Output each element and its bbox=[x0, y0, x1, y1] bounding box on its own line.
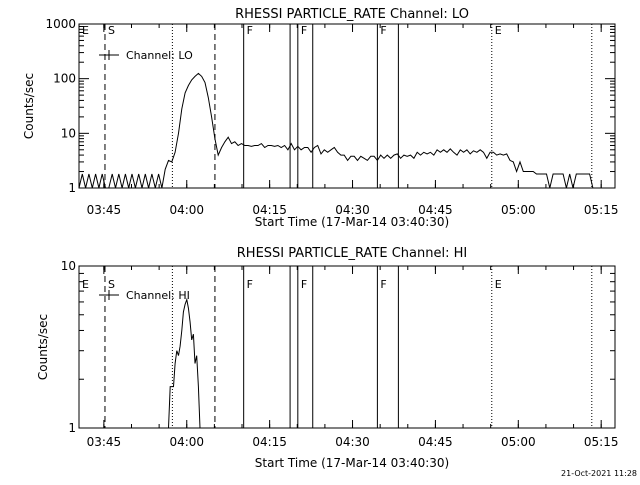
x-tick-label: 05:15 bbox=[584, 435, 619, 449]
flag-letter: E bbox=[82, 278, 89, 291]
x-tick-label: 03:45 bbox=[87, 435, 122, 449]
plot-frame bbox=[78, 23, 616, 189]
x-tick-label: 05:00 bbox=[501, 203, 536, 217]
legend-entry: Channel: LO bbox=[126, 49, 193, 62]
y-tick-label: 10 bbox=[61, 126, 76, 140]
x-axis-label: Start Time (17-Mar-14 03:40:30) bbox=[255, 215, 449, 229]
flag-letter: E bbox=[495, 278, 502, 291]
flag-letter: E bbox=[495, 24, 502, 37]
chart-title: RHESSI PARTICLE_RATE Channel: LO bbox=[235, 7, 469, 22]
flag-letter: S bbox=[108, 24, 115, 37]
x-tick-label: 05:00 bbox=[501, 435, 536, 449]
y-axis-label: Counts/sec bbox=[22, 73, 36, 139]
x-tick-label: 04:30 bbox=[335, 435, 370, 449]
y-axis-label: Counts/sec bbox=[36, 314, 50, 380]
chart-title: RHESSI PARTICLE_RATE Channel: HI bbox=[237, 246, 467, 261]
flag-letter: F bbox=[380, 278, 386, 291]
hi-channel-panel: RHESSI PARTICLE_RATE Channel: HI 03:45 04:… bbox=[36, 246, 618, 470]
x-tick-label: 04:00 bbox=[169, 203, 204, 217]
plot-frame bbox=[78, 265, 616, 429]
y-tick-label: 1 bbox=[68, 181, 76, 195]
series-line-hi bbox=[168, 297, 201, 429]
flag-letter: F bbox=[301, 278, 307, 291]
y-tick-label: 1000 bbox=[45, 17, 76, 31]
y-tick-label: 1 bbox=[68, 421, 76, 435]
flag-letter: E bbox=[82, 24, 89, 37]
y-tick-label: 100 bbox=[53, 72, 76, 86]
flag-letter: F bbox=[380, 24, 386, 37]
flag-letter: F bbox=[301, 24, 307, 37]
flag-letter: F bbox=[247, 24, 253, 37]
y-tick-label: 10 bbox=[61, 259, 76, 273]
series-line-lo bbox=[78, 72, 594, 189]
x-tick-label: 04:30 bbox=[335, 203, 370, 217]
lo-channel-panel: RHESSI PARTICLE_RATE Channel: LO 03:45 04:… bbox=[22, 7, 618, 229]
flag-letter: F bbox=[247, 278, 253, 291]
x-tick-label: 04:15 bbox=[252, 435, 287, 449]
x-tick-label: 04:15 bbox=[252, 203, 287, 217]
x-tick-label: 04:45 bbox=[418, 435, 453, 449]
x-tick-label: 05:15 bbox=[584, 203, 619, 217]
date-stamp: 21-Oct-2021 11:28 bbox=[561, 469, 637, 478]
x-tick-label: 04:00 bbox=[169, 435, 204, 449]
x-tick-label: 03:45 bbox=[87, 203, 122, 217]
x-tick-label: 04:45 bbox=[418, 203, 453, 217]
flag-letter: S bbox=[108, 278, 115, 291]
x-axis-label: Start Time (17-Mar-14 03:40:30) bbox=[255, 456, 449, 470]
legend-entry: Channel: HI bbox=[126, 289, 190, 302]
